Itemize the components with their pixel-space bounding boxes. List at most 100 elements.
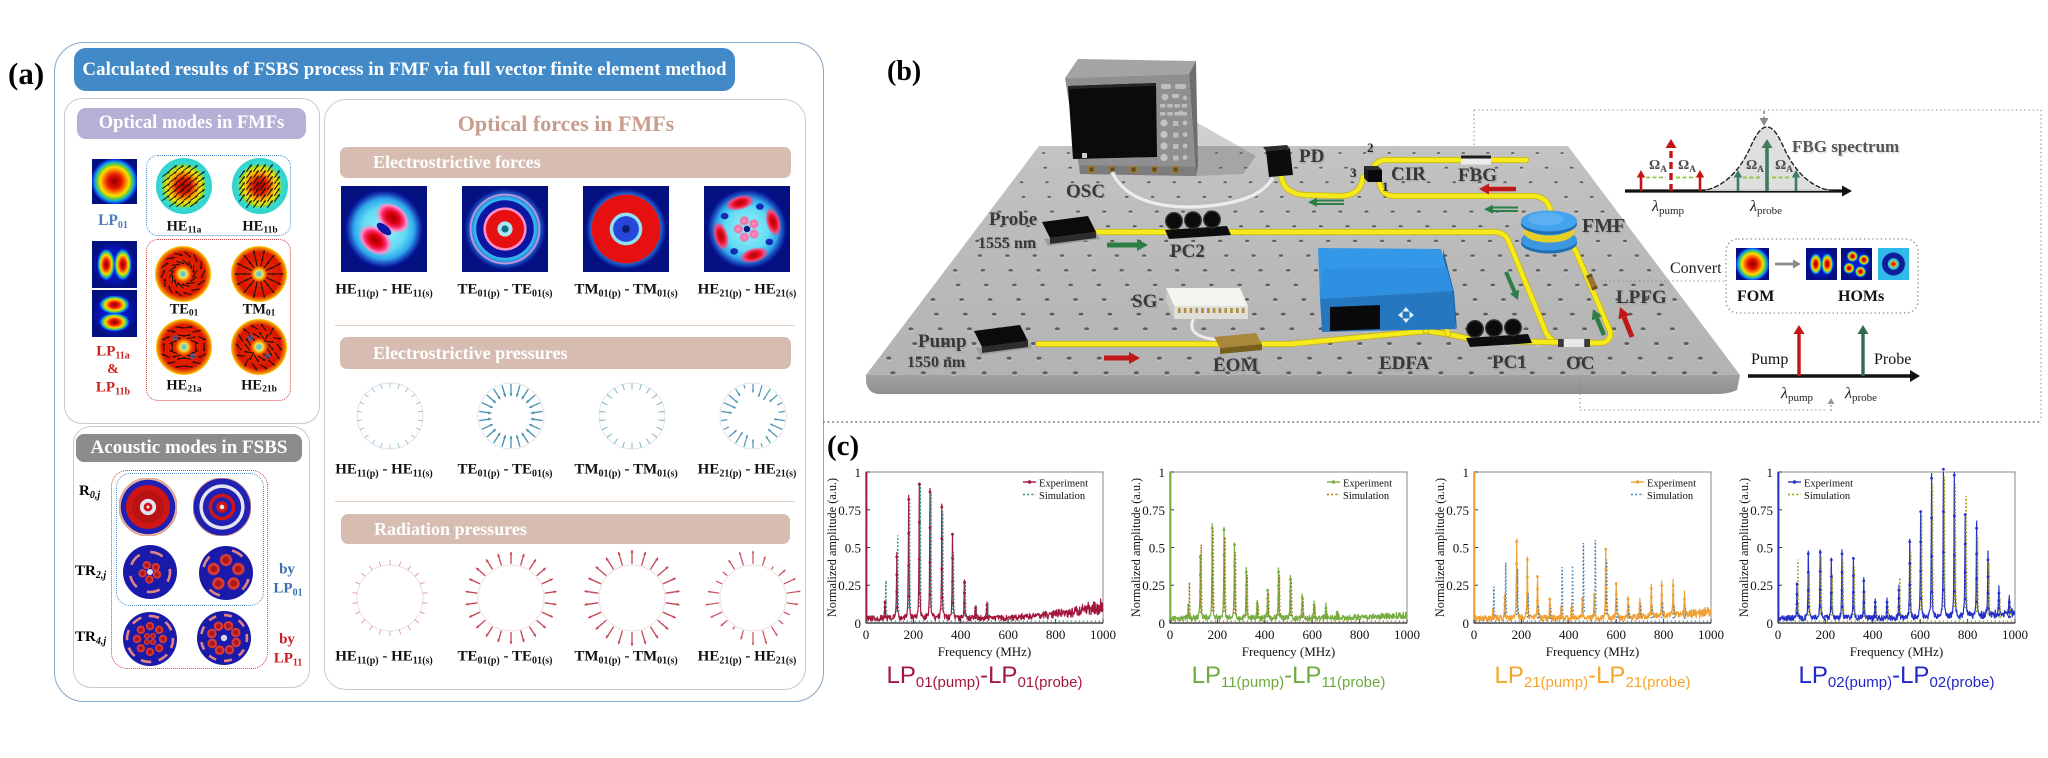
svg-text:SG: SG: [1132, 291, 1158, 312]
svg-text:Normalized amplitude (a.u.): Normalized amplitude (a.u.): [1737, 478, 1751, 617]
svg-text:FMF: FMF: [1582, 215, 1625, 237]
svg-text:600: 600: [1606, 627, 1626, 642]
svg-text:0.75: 0.75: [1142, 503, 1165, 518]
svg-text:Experiment: Experiment: [1343, 479, 1392, 490]
svg-text:0.75: 0.75: [1750, 503, 1773, 518]
svg-text:1000: 1000: [2002, 627, 2028, 642]
svg-text:FBG spectrum: FBG spectrum: [1792, 137, 1899, 156]
svg-text:0: 0: [1767, 616, 1774, 631]
svg-text:200: 200: [1208, 627, 1228, 642]
svg-text:1550 nm: 1550 nm: [908, 356, 967, 373]
svg-text:200: 200: [904, 627, 924, 642]
svg-text:0.25: 0.25: [1142, 578, 1165, 593]
svg-text:Simulation: Simulation: [1647, 491, 1694, 502]
svg-text:OSC: OSC: [1067, 183, 1106, 204]
svg-text:600: 600: [1302, 627, 1322, 642]
svg-text:OC: OC: [1566, 353, 1595, 374]
svg-text:2: 2: [1368, 142, 1375, 157]
svg-text:Frequency (MHz): Frequency (MHz): [1242, 644, 1336, 659]
svg-text:Probe: Probe: [1874, 351, 1911, 368]
svg-text:OC: OC: [1567, 355, 1596, 376]
svg-text:0.25: 0.25: [1750, 578, 1773, 593]
svg-text:400: 400: [1255, 627, 1275, 642]
svg-text:HOMs: HOMs: [1838, 288, 1884, 305]
svg-text:800: 800: [1350, 627, 1370, 642]
svg-text:FOM: FOM: [1737, 288, 1774, 305]
svg-text:Probe: Probe: [990, 211, 1038, 232]
svg-text:FBG: FBG: [1458, 165, 1497, 186]
svg-text:EOM: EOM: [1213, 355, 1258, 376]
svg-text:Convert: Convert: [1670, 260, 1722, 277]
svg-text:Simulation: Simulation: [1804, 491, 1851, 502]
svg-text:0: 0: [1775, 627, 1782, 642]
svg-text:800: 800: [1958, 627, 1978, 642]
svg-text:1000: 1000: [1698, 627, 1724, 642]
svg-text:Frequency (MHz): Frequency (MHz): [1546, 644, 1640, 659]
svg-text:0.5: 0.5: [845, 541, 861, 556]
svg-text:800: 800: [1046, 627, 1066, 642]
svg-text:0.25: 0.25: [1446, 578, 1469, 593]
svg-text:Normalized amplitude (a.u.): Normalized amplitude (a.u.): [1129, 478, 1143, 617]
svg-text:λprobe: λprobe: [1749, 198, 1782, 217]
svg-text:600: 600: [1910, 627, 1930, 642]
svg-text:CIR: CIR: [1391, 164, 1426, 185]
svg-text:ΩA: ΩA: [1678, 158, 1696, 175]
svg-text:Experiment: Experiment: [1039, 479, 1088, 490]
svg-text:PD: PD: [1299, 146, 1324, 167]
svg-text:Probe: Probe: [989, 209, 1037, 230]
svg-text:1550 nm: 1550 nm: [907, 354, 966, 371]
svg-text:2: 2: [1367, 140, 1374, 155]
svg-text:1: 1: [855, 465, 862, 480]
svg-text:0: 0: [1159, 616, 1166, 631]
svg-text:PC2: PC2: [1171, 243, 1206, 264]
svg-text:FMF: FMF: [1583, 217, 1626, 239]
svg-text:LPFG: LPFG: [1617, 289, 1668, 310]
svg-text:1555 nm: 1555 nm: [978, 235, 1037, 252]
svg-text:FBG: FBG: [1459, 167, 1498, 188]
svg-text:1000: 1000: [1394, 627, 1420, 642]
svg-text:FBG spectrum: FBG spectrum: [1793, 139, 1900, 158]
svg-text:200: 200: [1816, 627, 1836, 642]
svg-text:Normalized amplitude (a.u.): Normalized amplitude (a.u.): [1433, 478, 1447, 617]
svg-text:0.75: 0.75: [1446, 503, 1469, 518]
svg-text:Experiment: Experiment: [1804, 479, 1853, 490]
svg-text:0: 0: [855, 616, 862, 631]
svg-text:Frequency (MHz): Frequency (MHz): [1850, 644, 1944, 659]
svg-text:CIR: CIR: [1392, 166, 1427, 187]
svg-text:0.5: 0.5: [1149, 541, 1165, 556]
svg-text:Simulation: Simulation: [1343, 491, 1390, 502]
svg-text:0.5: 0.5: [1757, 541, 1773, 556]
svg-text:0: 0: [863, 627, 870, 642]
svg-text:OSC: OSC: [1066, 181, 1105, 202]
svg-text:0.75: 0.75: [838, 503, 861, 518]
svg-text:Pump: Pump: [919, 333, 968, 354]
svg-text:1000: 1000: [1090, 627, 1116, 642]
svg-text:800: 800: [1654, 627, 1674, 642]
svg-text:EDFA: EDFA: [1379, 353, 1430, 374]
svg-text:PC1: PC1: [1493, 354, 1528, 375]
svg-text:Pump: Pump: [918, 331, 967, 352]
svg-text:3: 3: [1350, 165, 1357, 180]
svg-text:0: 0: [1463, 616, 1470, 631]
svg-text:SG: SG: [1133, 293, 1159, 314]
svg-text:Pump: Pump: [1751, 351, 1788, 368]
svg-text:0: 0: [1167, 627, 1174, 642]
svg-text:PC1: PC1: [1492, 352, 1527, 373]
svg-text:λpump: λpump: [1780, 385, 1813, 404]
svg-text:Simulation: Simulation: [1039, 491, 1086, 502]
svg-text:Frequency (MHz): Frequency (MHz): [938, 644, 1032, 659]
svg-text:400: 400: [1559, 627, 1579, 642]
svg-text:LPFG: LPFG: [1616, 287, 1667, 308]
svg-text:1555 nm: 1555 nm: [979, 237, 1038, 254]
svg-text:1: 1: [1767, 465, 1774, 480]
svg-text:Normalized amplitude (a.u.): Normalized amplitude (a.u.): [825, 478, 839, 617]
svg-text:200: 200: [1512, 627, 1532, 642]
svg-text:Experiment: Experiment: [1647, 479, 1696, 490]
svg-text:PD: PD: [1300, 148, 1325, 169]
svg-text:0.5: 0.5: [1453, 541, 1469, 556]
svg-text:EDFA: EDFA: [1380, 355, 1431, 376]
svg-text:0.25: 0.25: [838, 578, 861, 593]
svg-text:400: 400: [1863, 627, 1883, 642]
svg-text:EOM: EOM: [1214, 357, 1259, 378]
svg-text:1: 1: [1383, 181, 1390, 196]
